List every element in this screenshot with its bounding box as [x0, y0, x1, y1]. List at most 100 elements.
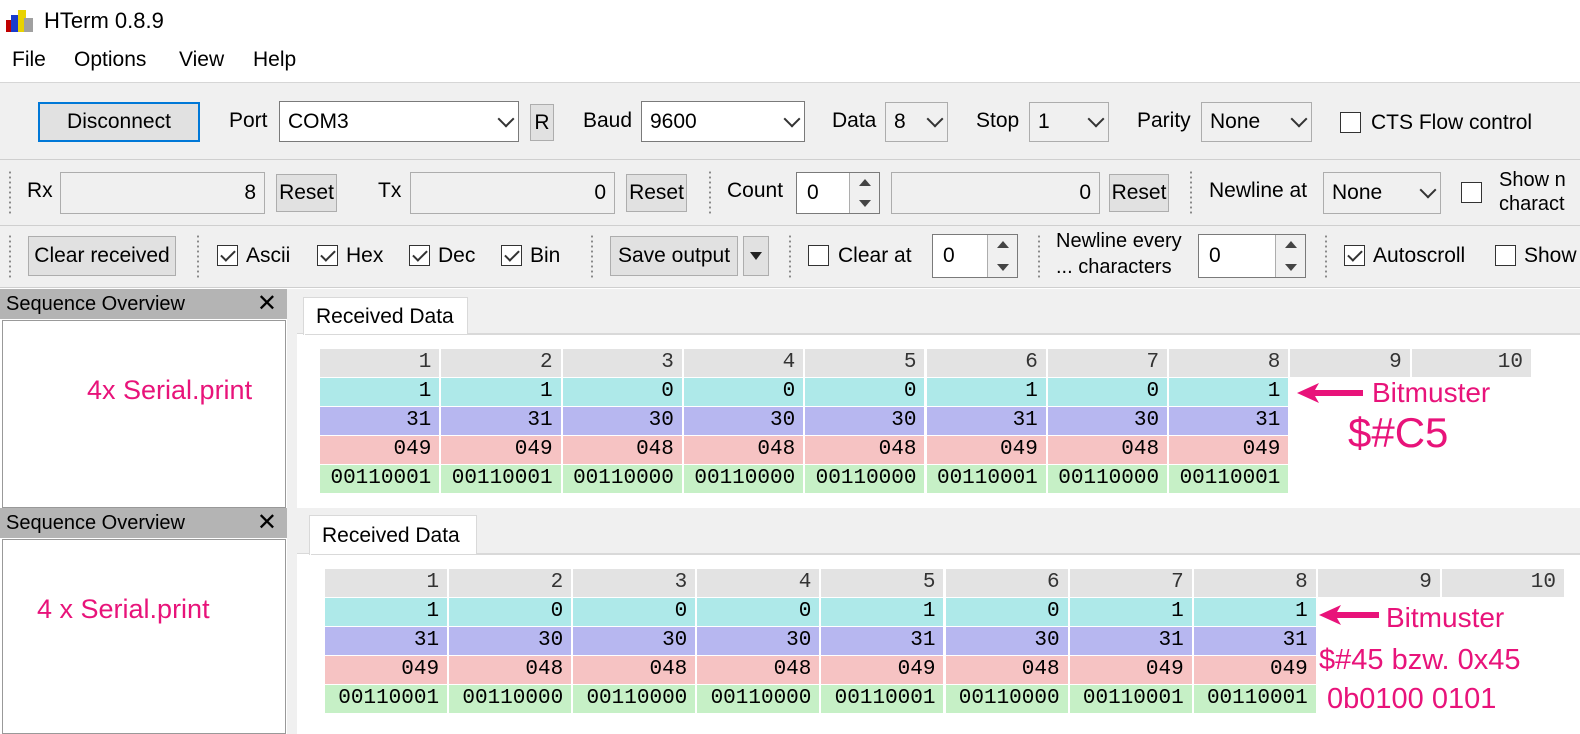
column-header: 8	[1193, 569, 1316, 597]
spin-down-icon[interactable]	[1285, 264, 1297, 271]
tx-reset-button[interactable]: Reset	[626, 174, 687, 212]
column-header: 1	[320, 349, 440, 377]
dec-cell: 048	[697, 656, 820, 684]
parity-select[interactable]: None	[1201, 102, 1312, 142]
rx-reset-button[interactable]: Reset	[276, 174, 337, 212]
toolbar-grip[interactable]	[8, 234, 12, 280]
data-bits-select[interactable]: 8	[885, 102, 948, 142]
tab-received-data[interactable]: Received Data	[303, 297, 468, 335]
newline-every-input[interactable]: 0	[1198, 234, 1306, 278]
tab-received-data[interactable]: Received Data	[309, 515, 477, 555]
arrow-left-icon	[1297, 383, 1363, 403]
column-header: 9	[1290, 349, 1410, 377]
clear-at-label: Clear at	[838, 244, 912, 267]
hex-cell: 30	[697, 627, 820, 655]
clear-at-value: 0	[943, 244, 955, 267]
panel-splitter[interactable]	[287, 508, 297, 734]
toolbar-grip[interactable]	[788, 234, 792, 280]
sequence-overview-title: Sequence Overview	[6, 292, 185, 315]
panel-splitter[interactable]	[287, 289, 297, 511]
ascii-checkbox[interactable]	[217, 245, 238, 266]
rx-count-field: 8	[60, 172, 265, 214]
toolbar-grip[interactable]	[1037, 234, 1041, 280]
menu-options[interactable]: Options	[74, 48, 147, 71]
autoscroll-checkbox[interactable]	[1344, 245, 1365, 266]
hex-cell: 30	[805, 407, 925, 435]
ascii-cell: 1	[325, 598, 448, 626]
spin-up-icon[interactable]	[1285, 241, 1297, 248]
clear-at-spinner[interactable]	[987, 235, 1017, 277]
hex-cell: 30	[683, 407, 804, 435]
newline-every-spinner[interactable]	[1275, 235, 1305, 277]
caret-down-icon	[750, 252, 762, 260]
show-newline-label-1: Show n	[1499, 169, 1566, 191]
toolbar-grip[interactable]	[196, 234, 200, 280]
bin-checkbox[interactable]	[501, 245, 522, 266]
column-header: 9	[1317, 569, 1440, 597]
received-data-grid: 1 2 3 4 5 6 7 8 9 10 1 1 0 0 0 1 0 1 31 31 30 30 30 31 30 31 049 04…	[305, 334, 1580, 509]
annotation-hex-value: $#C5	[1348, 409, 1449, 456]
menu-help[interactable]: Help	[253, 48, 297, 71]
column-header: 10	[1441, 569, 1564, 597]
spin-up-icon[interactable]	[997, 241, 1009, 248]
hex-cell: 31	[926, 407, 1046, 435]
cts-flow-checkbox[interactable]	[1340, 112, 1361, 133]
dec-checkbox[interactable]	[409, 245, 430, 266]
menu-view[interactable]: View	[179, 48, 225, 71]
tx-label: Tx	[378, 179, 402, 202]
toolbar-grip[interactable]	[1189, 170, 1193, 216]
dec-cell: 048	[562, 436, 682, 464]
show-newline-checkbox[interactable]	[1461, 182, 1482, 203]
count-spinner[interactable]	[849, 173, 879, 213]
dec-cell: 048	[449, 656, 572, 684]
column-header: 3	[562, 349, 682, 377]
refresh-ports-button[interactable]: R	[530, 104, 554, 141]
annotation-text: 4x Serial.print	[87, 375, 253, 405]
annotation-text: 4 x Serial.print	[37, 594, 210, 624]
menu-file[interactable]: File	[12, 48, 46, 71]
port-label: Port	[229, 109, 268, 132]
spin-up-icon[interactable]	[859, 179, 871, 186]
toolbar-grip[interactable]	[1324, 234, 1328, 280]
hex-cell: 30	[449, 627, 572, 655]
show-checkbox[interactable]	[1495, 245, 1516, 266]
clear-at-input[interactable]: 0	[932, 234, 1018, 278]
bin-cell: 00110001	[926, 465, 1046, 493]
port-value: COM3	[288, 109, 349, 133]
toolbar-grip[interactable]	[708, 170, 712, 216]
close-icon[interactable]: ✕	[256, 290, 277, 317]
toolbar-grip[interactable]	[8, 170, 12, 216]
spin-down-icon[interactable]	[997, 264, 1009, 271]
ascii-cell: 0	[573, 598, 696, 626]
dec-cell: 048	[1047, 436, 1168, 464]
baud-select[interactable]: 9600	[641, 101, 805, 142]
stop-bits-value: 1	[1038, 110, 1050, 133]
parity-label: Parity	[1137, 109, 1191, 132]
baud-value: 9600	[650, 109, 697, 133]
spin-down-icon[interactable]	[859, 200, 871, 207]
bin-cell: 00110000	[683, 465, 804, 493]
clear-received-button[interactable]: Clear received	[28, 236, 176, 276]
disconnect-button[interactable]: Disconnect	[38, 102, 200, 142]
autoscroll-label: Autoscroll	[1373, 244, 1466, 267]
count-input[interactable]: 0	[796, 172, 880, 214]
close-icon[interactable]: ✕	[256, 509, 277, 536]
stop-bits-select[interactable]: 1	[1029, 102, 1109, 142]
count-reset-button[interactable]: Reset	[1109, 174, 1169, 212]
clear-at-checkbox[interactable]	[808, 245, 829, 266]
bin-cell: 00110000	[1047, 465, 1168, 493]
save-output-button[interactable]: Save output	[610, 236, 738, 276]
sequence-overview-title: Sequence Overview	[6, 511, 185, 534]
dec-cell: 049	[1069, 656, 1192, 684]
sequence-overview-header: Sequence Overview ✕	[0, 508, 287, 538]
hex-checkbox[interactable]	[317, 245, 338, 266]
cts-flow-label: CTS Flow control	[1371, 111, 1533, 134]
newline-at-select[interactable]: None	[1323, 172, 1441, 214]
hex-cell: 30	[573, 627, 696, 655]
received-data-grid: 1 2 3 4 5 6 7 8 9 10 1 0 0 0 1 0 1 1 31 30 30 30 31 30 31 31 049 04…	[311, 554, 1580, 734]
bin-cell: 00110001	[325, 685, 448, 713]
hex-cell: 30	[1047, 407, 1168, 435]
toolbar-grip[interactable]	[590, 234, 594, 280]
port-select[interactable]: COM3	[279, 101, 519, 142]
save-output-dropdown[interactable]	[743, 236, 769, 276]
